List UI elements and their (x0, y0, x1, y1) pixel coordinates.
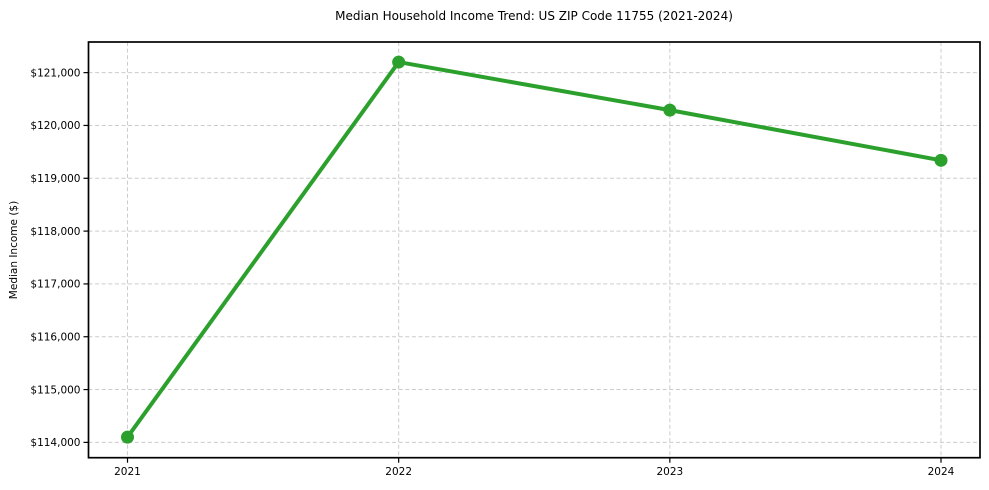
y-tick-label: $121,000 (30, 67, 80, 79)
axes (83, 41, 981, 463)
tick-labels: $114,000 $115,000 $116,000 $117,000 $118,000… (30, 67, 954, 478)
x-tick-label: 2022 (385, 466, 412, 478)
y-tick-label: $115,000 (30, 384, 80, 396)
gridlines (88, 42, 980, 458)
y-tick-label: $119,000 (30, 173, 80, 185)
series-layer (121, 55, 948, 444)
y-tick-label: $120,000 (30, 120, 80, 132)
y-tick-label: $116,000 (30, 331, 80, 343)
y-tick-label: $118,000 (30, 226, 80, 238)
y-tick-label: $114,000 (30, 437, 80, 449)
x-tick-label: 2021 (114, 466, 141, 478)
x-tick-label: 2024 (928, 466, 955, 478)
data-point-2022 (392, 55, 406, 69)
x-tick-label: 2023 (656, 466, 683, 478)
y-axis-label: Median Income ($) (8, 201, 20, 299)
data-point-2023 (663, 103, 677, 117)
data-point-2024 (934, 153, 948, 167)
data-point-2021 (121, 430, 134, 444)
plot-border (87, 41, 981, 459)
chart-title: Median Household Income Trend: US ZIP Co… (335, 9, 733, 23)
y-tick-label: $117,000 (30, 279, 80, 291)
trend-line (125, 60, 943, 440)
